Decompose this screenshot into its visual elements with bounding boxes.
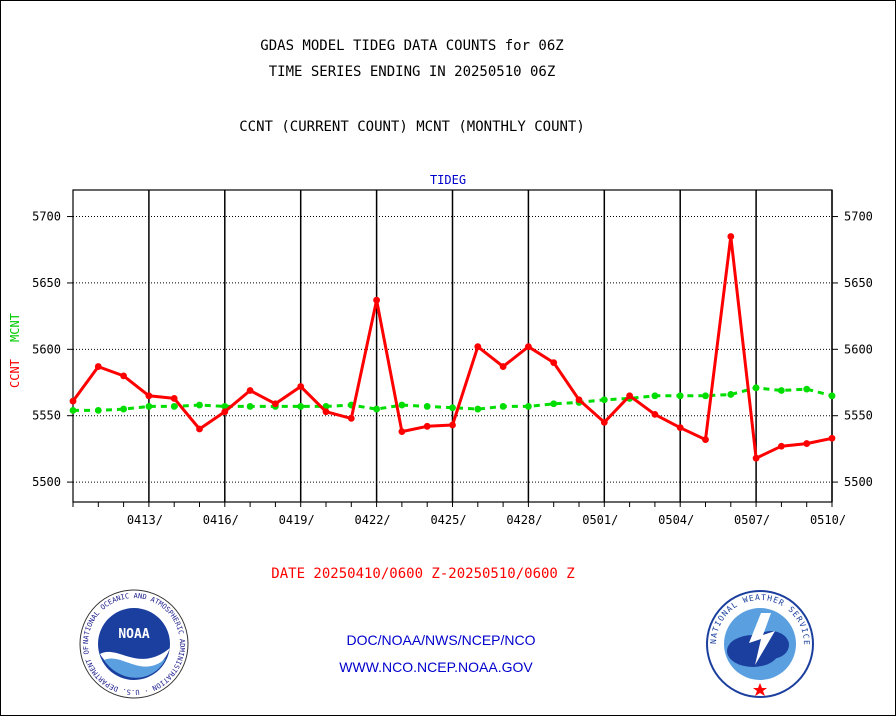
- data-point-mcnt: [120, 405, 127, 413]
- data-point-ccnt: [550, 359, 558, 366]
- series-description: CCNT (CURRENT COUNT) MCNT (MONTHLY COUNT…: [239, 119, 585, 135]
- website-link[interactable]: WWW.NCO.NCEP.NOAA.GOV: [339, 659, 533, 675]
- y-axis-label-ccnt: CCNT: [8, 359, 22, 388]
- data-point-ccnt: [803, 440, 811, 447]
- y-tick-label-right: 5500: [844, 475, 873, 489]
- data-point-ccnt: [322, 408, 330, 416]
- x-tick-label: 0501/: [582, 513, 618, 527]
- data-point-mcnt: [828, 392, 836, 400]
- data-point-ccnt: [626, 392, 633, 400]
- data-point-mcnt: [474, 405, 482, 413]
- data-point-mcnt: [752, 384, 760, 392]
- data-point-ccnt: [651, 410, 659, 418]
- data-point-mcnt: [702, 392, 709, 400]
- data-point-mcnt: [246, 403, 254, 410]
- data-point-ccnt: [69, 397, 77, 405]
- x-tick-label: 0504/: [658, 513, 694, 527]
- y-axis-label-mcnt: MCNT: [8, 313, 22, 342]
- data-point-mcnt: [94, 406, 102, 414]
- panel-title: TIDEG: [430, 173, 466, 187]
- data-point-mcnt: [449, 404, 456, 412]
- data-point-ccnt: [727, 233, 735, 240]
- date-range: DATE 20250410/0600 Z-20250510/0600 Z: [271, 566, 575, 582]
- data-point-ccnt: [246, 387, 254, 394]
- nws-logo: NATIONAL WEATHER SERVICE: [706, 590, 814, 698]
- x-tick-label: 0425/: [430, 513, 466, 527]
- y-tick-label-right: 5600: [844, 342, 873, 356]
- data-point-ccnt: [499, 363, 507, 370]
- data-point-mcnt: [69, 406, 77, 414]
- noaa-logo-text: NOAA: [118, 627, 149, 642]
- data-point-ccnt: [297, 383, 305, 390]
- data-point-mcnt: [778, 387, 785, 394]
- data-point-mcnt: [676, 392, 684, 400]
- data-point-ccnt: [474, 343, 482, 351]
- data-point-ccnt: [170, 395, 178, 402]
- org-line: DOC/NOAA/NWS/NCEP/NCO: [346, 632, 536, 648]
- data-point-mcnt: [525, 403, 532, 410]
- y-tick-label-left: 5600: [32, 342, 61, 356]
- y-tick-label-left: 5500: [32, 475, 61, 489]
- data-point-mcnt: [727, 391, 735, 398]
- data-point-mcnt: [373, 405, 380, 413]
- data-point-mcnt: [297, 403, 305, 410]
- data-point-ccnt: [449, 421, 456, 429]
- x-tick-label: 0428/: [506, 513, 542, 527]
- x-tick-label: 0507/: [734, 513, 770, 527]
- data-point-mcnt: [221, 403, 229, 410]
- x-tick-label: 0416/: [203, 513, 239, 527]
- data-point-mcnt: [499, 403, 507, 410]
- data-point-ccnt: [423, 422, 431, 430]
- data-point-mcnt: [651, 392, 659, 400]
- data-point-mcnt: [803, 385, 811, 393]
- data-point-ccnt: [145, 392, 153, 400]
- data-point-mcnt: [196, 401, 203, 409]
- data-point-ccnt: [221, 408, 229, 416]
- data-point-mcnt: [423, 403, 431, 410]
- data-point-ccnt: [373, 296, 380, 304]
- data-point-ccnt: [676, 424, 684, 432]
- data-point-ccnt: [575, 396, 583, 404]
- data-point-mcnt: [170, 403, 178, 410]
- data-point-ccnt: [525, 343, 532, 351]
- y-tick-label-left: 5550: [32, 409, 61, 423]
- data-point-ccnt: [828, 434, 836, 442]
- y-tick-label-left: 5700: [32, 210, 61, 224]
- data-point-ccnt: [778, 442, 785, 450]
- data-point-ccnt: [272, 400, 279, 408]
- y-tick-label-left: 5650: [32, 276, 61, 290]
- data-point-mcnt: [550, 400, 558, 408]
- data-point-mcnt: [600, 396, 608, 404]
- y-tick-label-right: 5700: [844, 210, 873, 224]
- x-tick-label: 0422/: [355, 513, 391, 527]
- data-point-ccnt: [600, 418, 608, 426]
- data-point-ccnt: [752, 454, 760, 462]
- data-point-ccnt: [347, 414, 355, 422]
- data-point-ccnt: [398, 428, 406, 436]
- x-tick-label: 0510/: [810, 513, 846, 527]
- data-point-ccnt: [94, 363, 102, 370]
- data-point-mcnt: [398, 401, 406, 409]
- x-tick-label: 0413/: [127, 513, 163, 527]
- data-point-ccnt: [702, 436, 709, 443]
- chart-subtitle: TIME SERIES ENDING IN 20250510 06Z: [268, 64, 556, 80]
- x-tick-label: 0419/: [279, 513, 315, 527]
- y-tick-label-right: 5650: [844, 276, 873, 290]
- chart-title: GDAS MODEL TIDEG DATA COUNTS for 06Z: [260, 38, 564, 54]
- noaa-logo: NATIONAL OCEANIC AND ATMOSPHERIC ADMINIS…: [78, 588, 189, 699]
- data-point-ccnt: [120, 372, 127, 380]
- data-point-ccnt: [196, 425, 203, 433]
- data-point-mcnt: [145, 403, 153, 410]
- y-tick-label-right: 5550: [844, 409, 873, 423]
